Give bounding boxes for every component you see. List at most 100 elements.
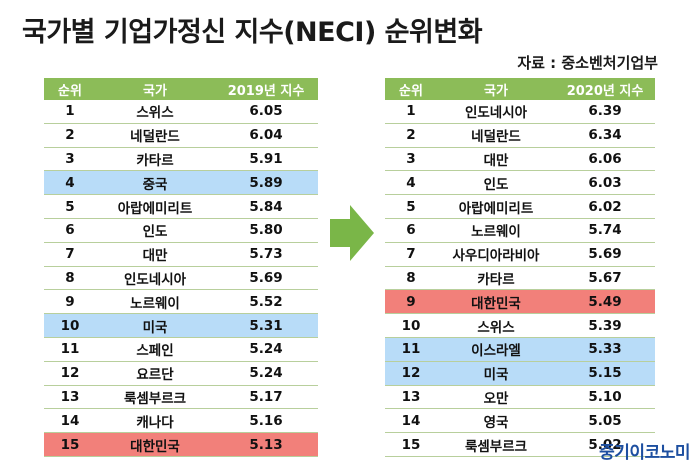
cell-rank: 1 bbox=[44, 100, 96, 124]
cell-rank: 14 bbox=[44, 408, 96, 434]
cell-score: 5.10 bbox=[555, 385, 655, 410]
cell-country: 대만 bbox=[96, 242, 214, 267]
cell-country: 노르웨이 bbox=[96, 289, 214, 315]
cell-country: 인도 bbox=[96, 218, 214, 243]
cell-country: 스위스 bbox=[437, 313, 555, 338]
table-row: 9 대한민국 5.49 bbox=[385, 289, 655, 315]
table-row: 2 네덜란드 6.34 bbox=[385, 123, 655, 148]
cell-score: 5.69 bbox=[214, 266, 318, 291]
cell-rank: 6 bbox=[44, 218, 96, 243]
header-country: 국가 bbox=[437, 78, 555, 100]
table-row: 8 카타르 5.67 bbox=[385, 266, 655, 291]
cell-score: 5.17 bbox=[214, 385, 318, 410]
table-row: 5 아랍에미리트 6.02 bbox=[385, 194, 655, 219]
right-arrow-icon bbox=[330, 205, 374, 261]
cell-rank: 7 bbox=[44, 242, 96, 267]
cell-rank: 13 bbox=[44, 385, 96, 410]
header-country: 국가 bbox=[96, 78, 214, 100]
cell-country: 노르웨이 bbox=[437, 218, 555, 243]
cell-score: 5.02 bbox=[555, 432, 655, 457]
table-row: 6 인도 5.80 bbox=[44, 218, 318, 243]
table-row: 15 대한민국 5.13 bbox=[44, 432, 318, 457]
table-row: 10 스위스 5.39 bbox=[385, 313, 655, 338]
cell-rank: 10 bbox=[385, 313, 437, 338]
cell-country: 룩셈부르크 bbox=[437, 432, 555, 457]
header-rank: 순위 bbox=[385, 78, 437, 100]
publisher-watermark: 중기이코노미 bbox=[599, 443, 690, 463]
cell-rank: 6 bbox=[385, 218, 437, 243]
table-row: 4 인도 6.03 bbox=[385, 170, 655, 196]
table-row: 1 스위스 6.05 bbox=[44, 100, 318, 124]
cell-score: 5.15 bbox=[555, 361, 655, 386]
cell-country: 인도네시아 bbox=[437, 100, 555, 124]
cell-rank: 9 bbox=[385, 289, 437, 315]
cell-country: 카타르 bbox=[96, 147, 214, 172]
cell-country: 인도네시아 bbox=[96, 266, 214, 291]
cell-country: 네덜란드 bbox=[96, 123, 214, 148]
cell-score: 6.39 bbox=[555, 100, 655, 124]
cell-rank: 11 bbox=[385, 337, 437, 362]
cell-country: 룩셈부르크 bbox=[96, 385, 214, 410]
table-row: 12 요르단 5.24 bbox=[44, 361, 318, 386]
cell-rank: 2 bbox=[385, 123, 437, 148]
cell-score: 5.24 bbox=[214, 361, 318, 386]
header-score: 2020년 지수 bbox=[555, 78, 655, 100]
cell-score: 5.84 bbox=[214, 194, 318, 219]
cell-rank: 3 bbox=[385, 147, 437, 172]
table-row: 13 오만 5.10 bbox=[385, 385, 655, 410]
table-row: 14 캐나다 5.16 bbox=[44, 408, 318, 434]
cell-score: 5.13 bbox=[214, 432, 318, 457]
ranking-table-2020: 순위 국가 2020년 지수 1 인도네시아 6.39 2 네덜란드 6.34 3 대만 6.0… bbox=[385, 78, 655, 457]
header-rank: 순위 bbox=[44, 78, 96, 100]
cell-country: 영국 bbox=[437, 408, 555, 434]
table-row: 4 중국 5.89 bbox=[44, 170, 318, 196]
table-row: 3 대만 6.06 bbox=[385, 147, 655, 172]
cell-rank: 3 bbox=[44, 147, 96, 172]
table-row: 7 대만 5.73 bbox=[44, 242, 318, 267]
cell-score: 5.80 bbox=[214, 218, 318, 243]
cell-country: 스위스 bbox=[96, 100, 214, 124]
header-score: 2019년 지수 bbox=[214, 78, 318, 100]
cell-country: 인도 bbox=[437, 170, 555, 196]
source-note: 자료 : 중소벤처기업부 bbox=[517, 54, 658, 72]
cell-score: 6.04 bbox=[214, 123, 318, 148]
cell-country: 오만 bbox=[437, 385, 555, 410]
cell-country: 아랍에미리트 bbox=[437, 194, 555, 219]
cell-rank: 5 bbox=[385, 194, 437, 219]
table-row: 2 네덜란드 6.04 bbox=[44, 123, 318, 148]
cell-rank: 13 bbox=[385, 385, 437, 410]
table-row: 6 노르웨이 5.74 bbox=[385, 218, 655, 243]
cell-rank: 5 bbox=[44, 194, 96, 219]
cell-country: 이스라엘 bbox=[437, 337, 555, 362]
cell-country: 네덜란드 bbox=[437, 123, 555, 148]
cell-country: 캐나다 bbox=[96, 408, 214, 434]
table-header-row: 순위 국가 2020년 지수 bbox=[385, 78, 655, 100]
table-row: 15 룩셈부르크 5.02 bbox=[385, 432, 655, 457]
cell-score: 6.05 bbox=[214, 100, 318, 124]
cell-country: 중국 bbox=[96, 170, 214, 196]
cell-score: 5.91 bbox=[214, 147, 318, 172]
ranking-table-2019: 순위 국가 2019년 지수 1 스위스 6.05 2 네덜란드 6.04 3 카타르 5.91… bbox=[44, 78, 318, 457]
cell-score: 5.89 bbox=[214, 170, 318, 196]
cell-score: 5.16 bbox=[214, 408, 318, 434]
cell-rank: 4 bbox=[44, 170, 96, 196]
cell-score: 5.52 bbox=[214, 289, 318, 315]
cell-score: 6.03 bbox=[555, 170, 655, 196]
cell-country: 아랍에미리트 bbox=[96, 194, 214, 219]
cell-score: 5.39 bbox=[555, 313, 655, 338]
cell-score: 5.73 bbox=[214, 242, 318, 267]
cell-country: 미국 bbox=[437, 361, 555, 386]
cell-score: 6.34 bbox=[555, 123, 655, 148]
cell-rank: 14 bbox=[385, 408, 437, 434]
cell-score: 6.06 bbox=[555, 147, 655, 172]
cell-country: 카타르 bbox=[437, 266, 555, 291]
cell-country: 미국 bbox=[96, 313, 214, 338]
cell-score: 5.49 bbox=[555, 289, 655, 315]
table-row: 11 스페인 5.24 bbox=[44, 337, 318, 362]
cell-country: 대한민국 bbox=[437, 289, 555, 315]
cell-country: 스페인 bbox=[96, 337, 214, 362]
cell-score: 5.69 bbox=[555, 242, 655, 267]
table-row: 9 노르웨이 5.52 bbox=[44, 289, 318, 315]
cell-rank: 8 bbox=[44, 266, 96, 291]
table-row: 7 사우디아라비아 5.69 bbox=[385, 242, 655, 267]
